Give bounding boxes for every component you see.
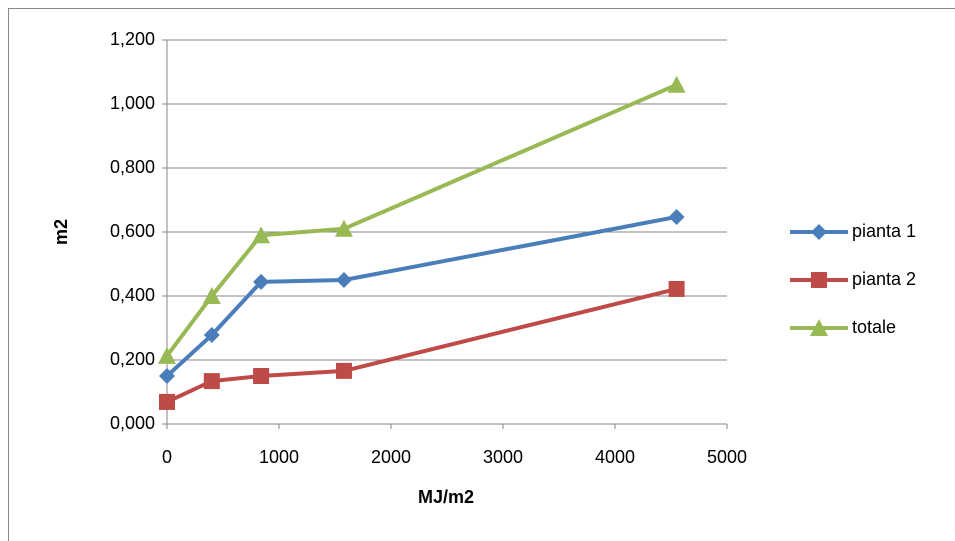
marker: [158, 346, 176, 364]
x-tick-label: 3000: [483, 447, 523, 467]
y-tick-label: 0,000: [110, 413, 155, 433]
x-axis-title: MJ/m2: [418, 487, 474, 507]
marker: [159, 393, 175, 410]
marker: [203, 327, 220, 344]
y-tick-label: 0,400: [110, 285, 155, 305]
y-tick-label: 1,200: [110, 29, 155, 49]
legend-marker: [811, 272, 827, 288]
marker: [203, 373, 220, 390]
marker: [159, 368, 175, 384]
x-tick-label: 4000: [595, 447, 635, 467]
x-tick-label: 2000: [371, 447, 411, 467]
marker: [202, 287, 221, 304]
legend-label: pianta 2: [852, 269, 916, 289]
marker: [252, 226, 271, 244]
legend-marker: [810, 319, 828, 336]
marker: [668, 280, 685, 297]
marker: [253, 273, 270, 290]
x-tick-label: 1000: [259, 447, 299, 467]
y-tick-label: 0,200: [110, 349, 155, 369]
legend-marker: [811, 224, 827, 240]
x-tick-label: 5000: [707, 447, 747, 467]
marker: [668, 208, 685, 225]
y-tick-label: 0,800: [110, 157, 155, 177]
legend-label: totale: [852, 317, 896, 337]
marker: [335, 272, 352, 288]
series-line: [165, 82, 678, 358]
chart-border: [8, 8, 955, 541]
legend-label: pianta 1: [852, 221, 916, 241]
y-tick-label: 0,600: [110, 221, 155, 241]
series-line: [166, 287, 678, 404]
x-tick-label: 0: [162, 447, 172, 467]
y-axis-title: m2: [51, 219, 71, 245]
marker: [335, 362, 352, 379]
y-tick-label: 1,000: [110, 93, 155, 113]
marker: [253, 368, 270, 384]
marker: [667, 75, 686, 93]
marker: [334, 219, 353, 237]
